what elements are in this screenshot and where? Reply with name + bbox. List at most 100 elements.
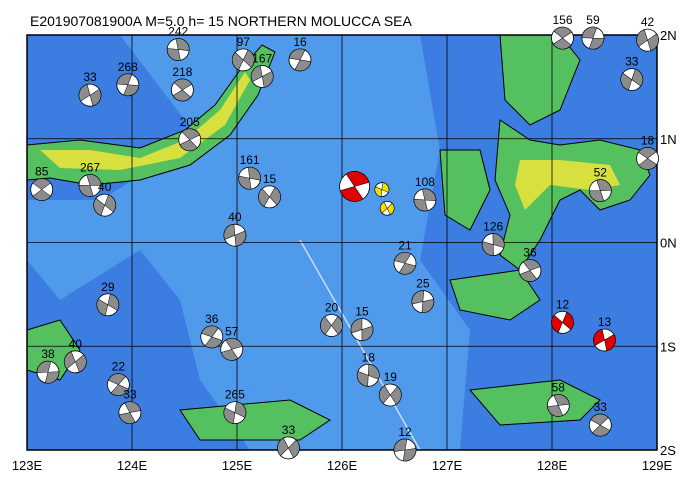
depth-label: 85 [35, 165, 49, 179]
ball-quadrant [638, 147, 658, 170]
focal-mechanism [350, 318, 374, 342]
depth-label: 36 [523, 246, 537, 260]
focal-mechanism [593, 328, 616, 352]
depth-label: 15 [355, 305, 369, 319]
depth-label: 42 [641, 15, 655, 29]
focal-mechanism [220, 337, 244, 361]
ball-quadrant [96, 293, 120, 316]
land [179, 399, 331, 441]
focal-mechanism [223, 223, 247, 247]
focal-mechanism [250, 65, 274, 88]
depth-label: 58 [552, 380, 566, 394]
depth-label: 22 [112, 360, 126, 374]
y-tick-label: 1S [660, 339, 676, 354]
depth-label: 33 [594, 400, 608, 414]
map-title: E201907081900A M=5.0 h= 15 NORTHERN MOLU… [30, 13, 412, 29]
depth-label: 267 [80, 160, 100, 174]
depth-label: 20 [325, 301, 339, 315]
x-tick-label: 124E [117, 458, 148, 473]
y-tick-label: 2S [660, 443, 676, 458]
depth-label: 29 [101, 280, 115, 294]
focal-mechanism [238, 166, 262, 190]
ball-quadrant [288, 48, 312, 72]
ball-quadrant [238, 166, 261, 190]
depth-label: 167 [252, 52, 272, 66]
focal-mechanism [288, 48, 312, 72]
focal-mechanism [78, 174, 102, 197]
land [439, 149, 491, 231]
ball-quadrant [411, 290, 435, 313]
main-event [379, 200, 395, 216]
focal-mechanism [551, 310, 574, 334]
depth-label: 40 [228, 210, 242, 224]
ball-quadrant [581, 26, 605, 50]
focal-mechanism [636, 147, 659, 170]
focal-mechanism [320, 314, 343, 337]
focal-mechanism [231, 48, 255, 72]
depth-label: 18 [641, 133, 655, 147]
ball-quadrant [593, 328, 616, 352]
depth-label: 265 [225, 388, 245, 402]
x-tick-label: 123E [12, 458, 43, 473]
ball-quadrant [36, 360, 60, 384]
depth-label: 40 [69, 337, 83, 351]
depth-label: 25 [416, 277, 430, 291]
ball-quadrant [413, 188, 437, 212]
ball-quadrant [223, 224, 247, 247]
focal-mechanism [378, 383, 402, 407]
focal-mechanism [96, 293, 120, 317]
depth-label: 156 [552, 13, 572, 27]
focal-mechanism [588, 413, 612, 437]
depth-label: 33 [83, 70, 97, 84]
ball-quadrant [220, 338, 243, 361]
ball-quadrant [172, 78, 193, 102]
focal-mechanism [63, 350, 87, 374]
depth-label: 97 [237, 35, 251, 49]
focal-mechanism [551, 26, 574, 50]
ball-quadrant [519, 259, 541, 282]
depth-label: 21 [398, 238, 412, 252]
depth-label: 33 [625, 55, 639, 69]
ball-quadrant [223, 401, 247, 424]
ball-quadrant [547, 394, 570, 417]
depth-label: 57 [225, 324, 239, 338]
y-tick-label: 2N [660, 28, 677, 43]
x-tick-label: 126E [327, 458, 358, 473]
ball-quadrant [374, 182, 390, 197]
ball-quadrant [393, 438, 417, 462]
ball-quadrant [232, 49, 255, 71]
focal-mechanism [518, 259, 542, 282]
x-tick-label: 129E [642, 458, 673, 473]
depth-label: 218 [172, 65, 192, 79]
depth-label: 13 [598, 315, 612, 329]
depth-label: 12 [398, 425, 412, 439]
x-tick-label: 128E [537, 458, 568, 473]
ball-quadrant [620, 68, 644, 91]
ball-quadrant [357, 364, 380, 387]
focal-mechanism [78, 83, 102, 107]
ball-quadrant [339, 171, 370, 202]
focal-mechanism [277, 436, 300, 460]
ball-quadrant [258, 186, 281, 207]
focal-mechanism [620, 68, 644, 92]
ball-quadrant [394, 252, 416, 275]
ball-quadrant [167, 38, 190, 61]
ball-quadrant [379, 201, 395, 215]
depth-label: 40 [98, 180, 112, 194]
focal-mechanism [118, 401, 142, 425]
ball-quadrant [179, 128, 200, 152]
ball-quadrant [277, 437, 300, 459]
ball-quadrant [589, 179, 612, 202]
depth-label: 205 [180, 115, 200, 129]
focal-mechanism [411, 290, 435, 314]
depth-label: 33 [123, 388, 137, 402]
depth-label: 59 [586, 13, 600, 27]
focal-mechanism [178, 128, 202, 152]
ball-quadrant [379, 385, 402, 405]
focal-mechanism [116, 73, 140, 97]
focal-mechanism [636, 28, 659, 52]
depth-label: 33 [282, 423, 296, 437]
depth-label: 242 [168, 25, 188, 39]
land [449, 269, 541, 321]
ball-quadrant [32, 178, 51, 201]
